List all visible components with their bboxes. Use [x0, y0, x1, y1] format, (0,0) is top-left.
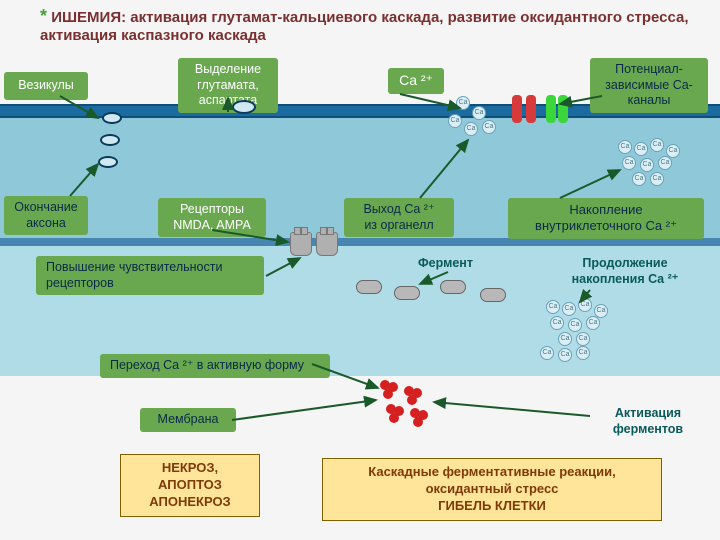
box-ca2: Ca ²⁺ [388, 68, 444, 94]
ca-ion-icon: Ca [456, 96, 470, 110]
ca-ion-icon: Ca [562, 302, 576, 316]
ca-ion-icon: Ca [658, 156, 672, 170]
title-main: ИШЕМИЯ: [51, 9, 126, 26]
label-enz-act: Активацияферментов [588, 406, 708, 437]
ca-ion-icon: Ca [448, 114, 462, 128]
receptor-icon [290, 232, 312, 256]
ca-ion-icon: Ca [576, 332, 590, 346]
ca-ion-icon: Ca [622, 156, 636, 170]
box-active: Переход Ca ²⁺ в активную форму [100, 354, 330, 378]
box-receptors: РецепторыNMDA, AMPA [158, 198, 266, 237]
ca-channel-red-2 [526, 95, 536, 123]
ca-ion-icon: Ca [618, 140, 632, 154]
box-necrosis: НЕКРОЗ,АПОПТОЗАПОНЕКРОЗ [120, 454, 260, 517]
ca-ion-icon: Ca [632, 172, 646, 186]
vesicle-icon [100, 134, 120, 146]
box-ca-channels: Потенциал-зависимые Ca-каналы [590, 58, 708, 113]
active-complex-icon [386, 404, 408, 426]
active-complex-icon [410, 408, 432, 430]
receptor-icon [316, 232, 338, 256]
box-ca-acc: Накоплениевнутриклеточного Ca ²⁺ [508, 198, 704, 239]
label-enzyme: Фермент [418, 256, 473, 272]
membrane-mid [0, 238, 720, 246]
ca-ion-icon: Ca [550, 316, 564, 330]
ca-ion-icon: Ca [578, 298, 592, 312]
ca-ion-icon: Ca [464, 122, 478, 136]
ca-channel-green-1 [546, 95, 556, 123]
box-axon: Окончаниеаксона [4, 196, 88, 235]
vesicle-icon [102, 112, 122, 124]
ca-ion-icon: Ca [472, 106, 486, 120]
ca-ion-icon: Ca [640, 158, 654, 172]
vesicle-icon [98, 156, 118, 168]
ca-ion-icon: Ca [650, 138, 664, 152]
ca-channel-green-2 [558, 95, 568, 123]
page-title: * ИШЕМИЯ: активация глутамат-кальциевого… [40, 6, 710, 44]
box-membrane: Мембрана [140, 408, 236, 432]
active-complex-icon [380, 380, 402, 402]
title-star: * [40, 6, 47, 26]
label-cont-acc: Продолжениенакопления Ca ²⁺ [540, 256, 710, 287]
ca-ion-icon: Ca [650, 172, 664, 186]
enzyme-icon [440, 280, 466, 294]
enzyme-icon [356, 280, 382, 294]
ca-ion-icon: Ca [540, 346, 554, 360]
ca-ion-icon: Ca [558, 348, 572, 362]
ca-ion-icon: Ca [546, 300, 560, 314]
box-glutamate: Выделениеглутамата,аспартата [178, 58, 278, 113]
ca-ion-icon: Ca [576, 346, 590, 360]
box-ca-out: Выход Ca ²⁺из органелл [344, 198, 454, 237]
box-vesicles: Везикулы [4, 72, 88, 100]
ca-channel-red-1 [512, 95, 522, 123]
ca-ion-icon: Ca [558, 332, 572, 346]
vesicle-icon [232, 100, 256, 114]
ca-ion-icon: Ca [568, 318, 582, 332]
title-rest: активация глутамат-кальциевого каскада, … [40, 9, 689, 44]
ca-ion-icon: Ca [634, 142, 648, 156]
ca-ion-icon: Ca [482, 120, 496, 134]
enzyme-icon [394, 286, 420, 300]
ca-ion-icon: Ca [586, 316, 600, 330]
enzyme-icon [480, 288, 506, 302]
box-cell-death: Каскадные ферментативные реакции,оксидан… [322, 458, 662, 521]
box-sens: Повышение чувствительностирецепторов [36, 256, 264, 295]
